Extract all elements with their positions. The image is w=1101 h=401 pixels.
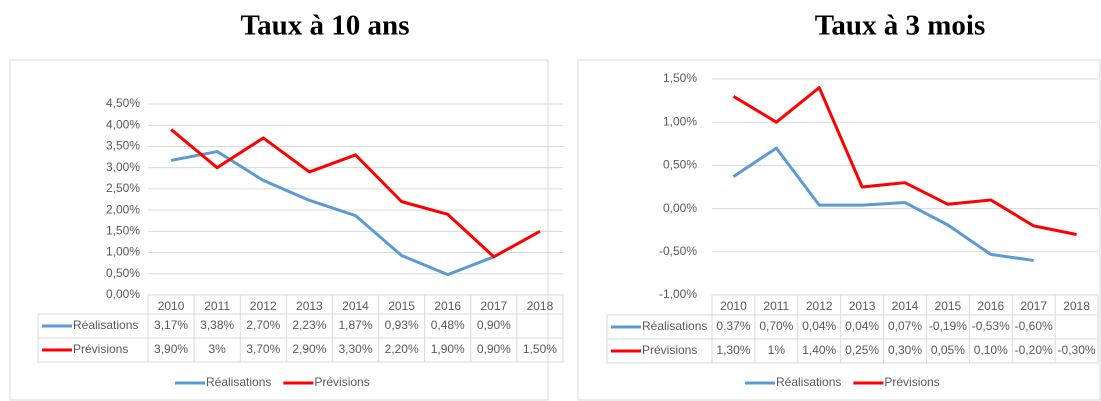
data-label: 2,90% xyxy=(292,342,326,356)
data-label: 1,30% xyxy=(716,343,750,357)
y-tick-label: 3,00% xyxy=(106,160,140,174)
x-tick-label: 2015 xyxy=(935,299,962,313)
x-tick-label: 2014 xyxy=(342,299,369,313)
y-tick-label: 0,00% xyxy=(106,287,140,301)
y-tick-label: 0,00% xyxy=(663,201,697,215)
chart-title: Taux à 3 mois xyxy=(815,10,986,42)
data-label: 1,40% xyxy=(802,343,836,357)
data-label: 0,30% xyxy=(888,343,922,357)
x-tick-label: 2016 xyxy=(977,299,1004,313)
series-line xyxy=(170,150,495,277)
x-tick-label: 2017 xyxy=(1020,299,1047,313)
data-label: 0,04% xyxy=(845,319,879,333)
data-label: 0,37% xyxy=(716,319,750,333)
data-label: 0,90% xyxy=(477,318,511,332)
series-line xyxy=(732,86,1077,236)
y-tick-label: 2,50% xyxy=(106,181,140,195)
x-tick-label: 2013 xyxy=(296,299,323,313)
x-tick-label: 2010 xyxy=(720,299,747,313)
data-label: 3,90% xyxy=(154,342,188,356)
data-label: 3,70% xyxy=(246,342,280,356)
x-tick-label: 2010 xyxy=(158,299,185,313)
table-series-name: Prévisions xyxy=(642,343,697,357)
data-label: 0,25% xyxy=(845,343,879,357)
y-tick-label: 1,50% xyxy=(106,224,140,238)
data-label: 3,17% xyxy=(154,318,188,332)
y-tick-label: 1,00% xyxy=(663,114,697,128)
data-label: 0,10% xyxy=(974,343,1008,357)
data-label: 0,90% xyxy=(477,342,511,356)
chart-frame xyxy=(9,59,549,401)
chart-frame xyxy=(577,59,1101,401)
x-tick-label: 2011 xyxy=(204,299,230,313)
data-label: 3% xyxy=(208,342,226,356)
data-label: -0,19% xyxy=(929,319,967,333)
y-tick-label: 1,50% xyxy=(663,71,697,85)
legend-label: Réalisations xyxy=(206,375,271,389)
y-tick-label: -1,00% xyxy=(659,287,697,301)
legend-label: Prévisions xyxy=(314,375,369,389)
x-tick-label: 2013 xyxy=(849,299,876,313)
x-tick-label: 2018 xyxy=(1063,299,1090,313)
y-tick-label: 0,50% xyxy=(663,158,697,172)
table-series-name: Réalisations xyxy=(642,319,707,333)
x-tick-label: 2011 xyxy=(763,299,789,313)
x-tick-label: 2014 xyxy=(892,299,919,313)
data-label: 3,30% xyxy=(338,342,372,356)
data-label: 2,20% xyxy=(385,342,419,356)
data-label: 2,23% xyxy=(292,318,326,332)
chart-title: Taux à 10 ans xyxy=(241,10,410,42)
data-label: -0,53% xyxy=(972,319,1010,333)
y-tick-label: 2,00% xyxy=(106,202,140,216)
series-line xyxy=(170,128,541,259)
data-label: -0,60% xyxy=(1015,319,1053,333)
x-tick-label: 2015 xyxy=(388,299,415,313)
data-label: 2,70% xyxy=(246,318,280,332)
data-label: -0,20% xyxy=(1015,343,1053,357)
x-tick-label: 2017 xyxy=(480,299,507,313)
legend-label: Prévisions xyxy=(884,375,939,389)
x-tick-label: 2016 xyxy=(434,299,461,313)
legend-label: Réalisations xyxy=(776,375,841,389)
data-label: 1% xyxy=(768,343,786,357)
table-series-name: Prévisions xyxy=(73,342,128,356)
x-tick-label: 2012 xyxy=(806,299,833,313)
data-label: 0,05% xyxy=(931,343,965,357)
y-tick-label: 4,50% xyxy=(106,96,140,110)
data-label: 0,70% xyxy=(759,319,793,333)
data-label: 0,07% xyxy=(888,319,922,333)
y-tick-label: 4,00% xyxy=(106,117,140,131)
table-series-name: Réalisations xyxy=(73,318,138,332)
x-tick-label: 2012 xyxy=(250,299,277,313)
y-tick-label: -0,50% xyxy=(659,244,697,258)
data-label: 1,87% xyxy=(338,318,372,332)
data-label: 1,90% xyxy=(431,342,465,356)
x-tick-label: 2018 xyxy=(527,299,554,313)
y-tick-label: 1,00% xyxy=(106,245,140,259)
data-label: 3,38% xyxy=(200,318,234,332)
data-label: 1,50% xyxy=(523,342,557,356)
data-label: 0,04% xyxy=(802,319,836,333)
data-label: -0,30% xyxy=(1058,343,1096,357)
series-line xyxy=(732,146,1034,262)
data-label: 0,93% xyxy=(385,318,419,332)
data-label: 0,48% xyxy=(431,318,465,332)
y-tick-label: 0,50% xyxy=(106,266,140,280)
y-tick-label: 3,50% xyxy=(106,139,140,153)
